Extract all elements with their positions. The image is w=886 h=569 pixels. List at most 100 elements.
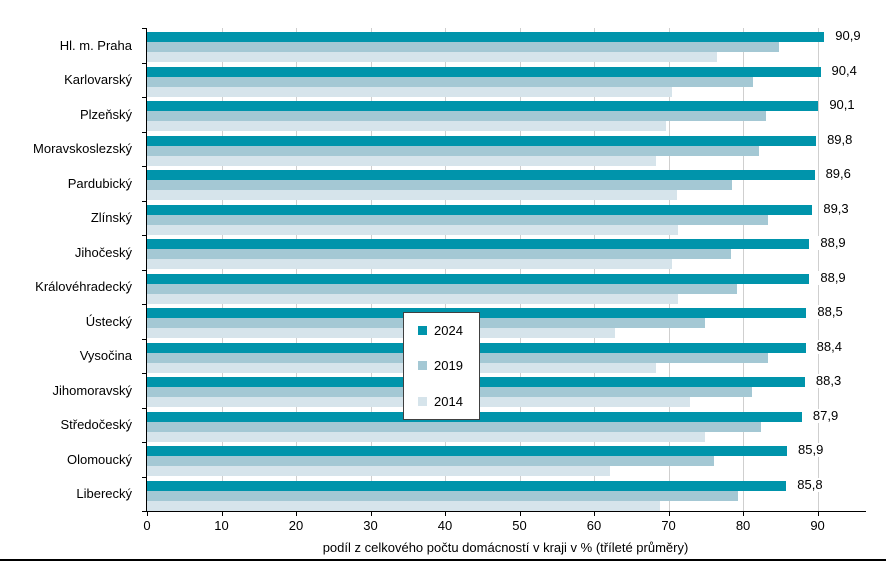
category-label: Karlovarský: [64, 72, 132, 88]
legend-swatch-2024: [418, 326, 427, 336]
bar-2014: [147, 155, 656, 166]
chart-row: 89,3: [147, 201, 866, 236]
bar-2024: [147, 66, 821, 77]
axis-tick: [594, 512, 596, 516]
value-label: 90,9: [833, 28, 863, 43]
gridline: [817, 28, 819, 511]
value-label: 85,8: [795, 476, 825, 492]
x-tick-label: 70: [661, 518, 676, 533]
legend-swatch-2014: [418, 396, 427, 406]
bar-2014: [147, 500, 661, 511]
gridline: [519, 28, 521, 511]
bar-2019: [147, 490, 738, 501]
gridline: [370, 28, 372, 511]
bar-2024: [147, 239, 810, 249]
legend-swatch-2019: [418, 361, 427, 371]
category-tick: [142, 131, 146, 133]
axis-tick: [743, 512, 745, 516]
category-label: Zlínský: [90, 210, 132, 226]
axis-tick: [519, 512, 521, 516]
category-tick: [142, 28, 146, 29]
category-tick: [142, 338, 146, 340]
category-label: Pardubický: [67, 175, 132, 191]
bottom-rule: [0, 559, 886, 561]
category-tick: [142, 166, 146, 167]
category-labels: Hl. m. Praha Karlovarský Plzeňský Moravskos…: [0, 28, 139, 511]
value-label: 88,4: [814, 338, 844, 354]
chart-row: 88,9: [147, 270, 866, 305]
chart-row: 88,5: [147, 304, 866, 339]
chart-row: 88,9: [147, 235, 866, 270]
bar-2014: [147, 224, 679, 235]
legend-label-2019: 2019: [434, 358, 463, 374]
bar-2019: [147, 111, 767, 121]
value-label: 88,9: [818, 235, 848, 250]
bar-2024: [147, 446, 788, 456]
bar-2024: [147, 273, 810, 284]
bar-2014: [147, 328, 615, 338]
value-label: 88,3: [813, 373, 844, 388]
category-tick: [142, 373, 146, 374]
category-tick: [142, 511, 146, 512]
value-label: 88,9: [818, 269, 848, 285]
axis-tick: [817, 512, 819, 516]
category-label: Jihomoravský: [52, 382, 132, 398]
category-label: Moravskoslezský: [33, 141, 132, 157]
category-label: Hl. m. Praha: [59, 37, 132, 53]
gridline: [296, 28, 297, 511]
category-tick: [142, 235, 146, 236]
bar-2014: [147, 52, 717, 62]
category-tick: [142, 97, 146, 98]
value-label: 85,9: [796, 442, 826, 457]
category-label: Středočeský: [60, 417, 132, 433]
chart-row: 87,9: [147, 408, 866, 443]
gridline: [743, 28, 745, 511]
axis-tick: [221, 512, 223, 516]
category-label: Vysočina: [79, 348, 132, 364]
x-tick-label: 80: [735, 518, 751, 533]
x-tick-label: 20: [288, 518, 304, 533]
chart-row: 85,8: [147, 477, 866, 512]
bar-2019: [147, 145, 760, 156]
x-tick-label: 10: [214, 518, 229, 533]
legend-entry-2019: 2019: [404, 348, 479, 383]
bar-2019: [147, 456, 714, 466]
chart-row: 85,9: [147, 442, 866, 477]
chart-row: 89,8: [147, 132, 866, 167]
x-tick-label: 40: [437, 518, 453, 533]
category-tick: [142, 442, 146, 443]
plot-area: 90,9 90,4 90,1 89,8 89,6 89,3 88,9 88,9 88,5 88,4…: [146, 28, 866, 512]
bar-2014: [147, 190, 678, 200]
legend-label-2014: 2014: [434, 393, 463, 409]
bar-2024: [147, 480, 787, 491]
bar-2019: [147, 42, 779, 52]
gridline: [594, 28, 596, 511]
bar-2024: [147, 101, 819, 111]
category-label: Liberecký: [76, 486, 132, 502]
bar-2014: [147, 362, 656, 373]
value-label: 89,3: [821, 200, 851, 216]
x-tick-label: 60: [586, 518, 602, 533]
chart-row: 90,1: [147, 97, 866, 132]
category-label: Olomoucký: [66, 451, 132, 467]
value-label: 89,8: [825, 131, 855, 147]
chart-row: 90,4: [147, 63, 866, 98]
axis-tick: [445, 512, 447, 516]
bar-2019: [147, 214, 769, 225]
axis-tick: [370, 512, 372, 516]
legend-entry-2014: 2014: [404, 384, 479, 419]
bar-rows: 90,9 90,4 90,1 89,8 89,6 89,3 88,9 88,9 88,5 88,4…: [147, 28, 866, 511]
category-tick: [142, 62, 146, 64]
bar-2019: [147, 283, 738, 294]
bar-2014: [147, 86, 672, 97]
category-label: Jihočeský: [74, 244, 132, 260]
value-label: 90,4: [829, 62, 859, 78]
legend: 2024 2019 2014: [403, 312, 480, 420]
bar-2019: [147, 180, 732, 190]
x-tick-label: 90: [810, 518, 825, 533]
x-tick-label: 30: [363, 518, 378, 533]
bar-2024: [147, 204, 813, 215]
category-label: Ústecký: [85, 313, 132, 329]
chart-row: 90,9: [147, 28, 866, 63]
